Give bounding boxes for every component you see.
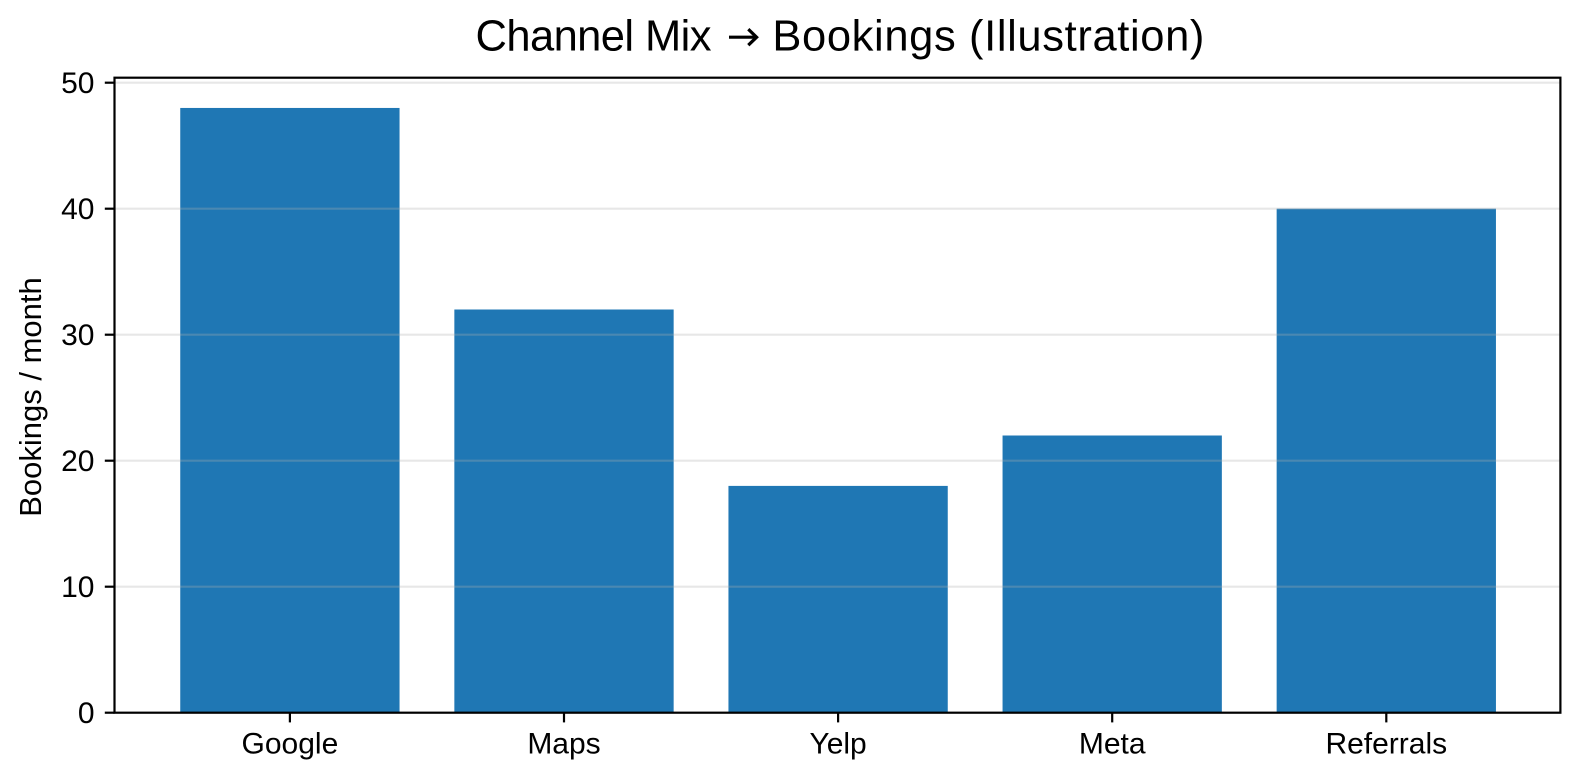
svg-text:Maps: Maps xyxy=(527,728,600,761)
svg-text:0: 0 xyxy=(78,697,95,730)
svg-text:40: 40 xyxy=(61,193,94,226)
svg-text:Bookings / month: Bookings / month xyxy=(13,277,48,517)
svg-text:Referrals: Referrals xyxy=(1325,728,1447,761)
svg-text:30: 30 xyxy=(61,319,94,352)
svg-text:50: 50 xyxy=(61,67,94,100)
svg-text:Google: Google xyxy=(242,728,339,761)
svg-text:10: 10 xyxy=(61,571,94,604)
svg-text:Bookings (Illustration): Bookings (Illustration) xyxy=(772,13,1204,61)
svg-text:20: 20 xyxy=(61,445,94,478)
svg-text:Meta: Meta xyxy=(1079,728,1146,761)
svg-text:Yelp: Yelp xyxy=(809,728,866,761)
svg-text:Channel Mix: Channel Mix xyxy=(476,13,712,61)
